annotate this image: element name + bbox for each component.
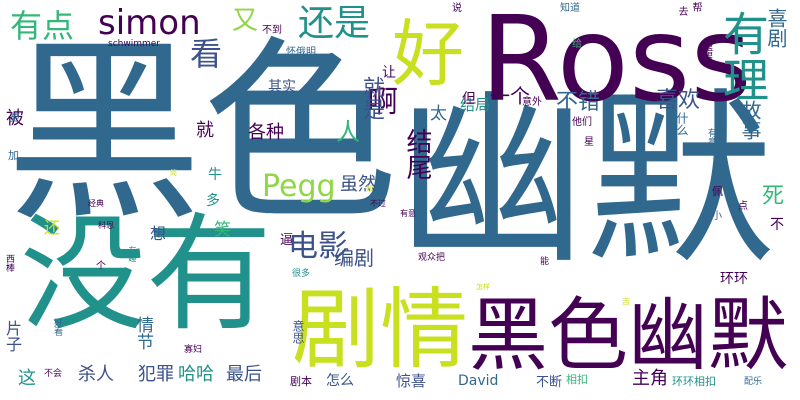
word-shenme: 什么	[675, 112, 689, 136]
word-bucuo: 不错	[556, 90, 601, 115]
word-yige: 一个	[490, 84, 530, 108]
word-heiseyoumo: 黑色幽默	[468, 289, 788, 382]
word-pianzi: 片子	[3, 320, 22, 352]
word-buhui: 不会	[44, 369, 63, 379]
word-buduan: 不断	[536, 375, 563, 390]
word-geng: 更	[10, 113, 20, 124]
word-ross: Ross	[480, 0, 752, 128]
word-gezhong: 各种	[248, 122, 284, 143]
word-fanzui: 犯罪	[138, 364, 174, 385]
word-zhujiao: 主角	[632, 368, 668, 389]
word-niu: 牛	[208, 167, 222, 183]
word-gushi: 故事	[738, 100, 762, 140]
word-huanhuan: 环环	[720, 271, 748, 287]
word-simon: simon	[98, 3, 201, 43]
word-tamen: 他们	[572, 117, 592, 128]
word-dianying: 电影	[288, 229, 348, 264]
word-youdian: 有点	[10, 7, 75, 45]
word-bianju: 编剧	[334, 246, 374, 270]
word-peile: 配乐	[744, 377, 763, 387]
word-zhiyi: 怎样	[476, 283, 490, 291]
word-neng: 能	[538, 256, 548, 265]
word-heise-big: 黑色	[6, 20, 399, 248]
word-xing: 星	[584, 137, 594, 148]
word-henduo: 很多	[292, 269, 311, 279]
word-hao: 好	[392, 12, 465, 96]
word-haishi: 还是	[298, 3, 371, 44]
word-si: 死	[762, 184, 785, 209]
word-xiqi: 西棒	[4, 254, 14, 272]
word-buguo: 不过	[370, 199, 386, 208]
word-bi: 逼	[280, 233, 294, 248]
word-youqu: 有趣	[128, 246, 137, 262]
word-huaihaiming: 怀俄明	[286, 47, 316, 58]
word-bu: 不	[770, 217, 784, 233]
word-ren: 人	[336, 118, 360, 146]
word-jieweil: 结尾	[402, 128, 432, 180]
word-youyi: 有意	[400, 209, 416, 218]
word-xiju: 喜剧	[764, 8, 788, 48]
word-dian: 点	[738, 201, 748, 212]
word-youyisi: 有意思	[706, 128, 716, 155]
word-zhidao: 知道	[560, 3, 580, 14]
word-huan: 还	[44, 218, 61, 237]
word-jiu: 就	[196, 120, 214, 141]
word-schwimmer: schwimmer	[108, 39, 160, 49]
word-duo: 多	[206, 193, 220, 209]
word-youmo-big: 幽默	[398, 72, 774, 291]
word-kan: 看	[190, 35, 223, 73]
word-pei: 佩	[712, 185, 723, 198]
word-jia: 加	[8, 149, 19, 162]
word-yiwai: 意外	[522, 97, 542, 108]
word-haha: 哈哈	[178, 364, 214, 385]
word-rang: 让	[382, 65, 396, 81]
word-juqing: 剧情	[292, 278, 469, 381]
word-qishi: 其实	[268, 79, 296, 95]
word-haoxiao: 好看	[52, 318, 62, 336]
word-juben: 剧本	[290, 375, 312, 388]
word-ge: 个	[96, 261, 106, 272]
word-xihuan: 喜欢	[656, 88, 701, 113]
word-kelun: 科恩	[98, 221, 114, 230]
word-david: David	[458, 373, 499, 389]
word-bei: 被	[6, 108, 24, 129]
word-bangshuo: 棒	[170, 160, 181, 170]
word-jingdian: 经典	[88, 199, 104, 208]
word-a: 啊	[368, 85, 398, 120]
word-pian: 片	[626, 95, 636, 106]
word-jingxi: 惊喜	[396, 372, 427, 390]
word-zhi: 知	[366, 185, 373, 193]
word-xiao: 笑	[214, 220, 231, 240]
word-tai: 太	[430, 104, 447, 124]
word-dan: 但	[462, 91, 476, 107]
word-meiyou: 没有	[20, 201, 272, 348]
word-zuihou: 最后	[226, 364, 262, 385]
word-jiushi: 就是	[359, 76, 384, 120]
word-xiang: 想	[150, 224, 167, 243]
word-zhe: 这	[18, 368, 36, 389]
word-jifu: 寡妇	[184, 345, 203, 355]
word-pegg: Pegg	[262, 169, 336, 204]
word-qu: 去	[676, 6, 687, 16]
word-shasharen: 杀人	[78, 364, 114, 385]
word-youli: 有理	[716, 10, 770, 102]
word-shuo: 说	[452, 3, 462, 14]
word-bang: 帮	[690, 2, 701, 12]
word-zenme: 怎么	[326, 373, 354, 389]
word-huanhuanxiangkou: 环环相扣	[672, 375, 716, 388]
word-qingjie: 情节	[133, 316, 153, 350]
word-yisi: 意思	[291, 320, 305, 344]
word-ji: 吉	[622, 297, 630, 306]
word-geigei: 暗暗暗	[702, 38, 712, 65]
word-tong: 简	[170, 169, 177, 177]
word-jieju: 结局	[460, 96, 491, 114]
word-xiangkou: 相扣	[566, 373, 588, 386]
word-budao: 不到	[262, 25, 282, 36]
word-you: 又	[232, 6, 259, 36]
word-suiran: 虽然	[340, 174, 376, 195]
word-guanzhongba: 观众把	[418, 253, 446, 263]
word-gei: 给	[572, 39, 582, 50]
word-xiao2: 小	[712, 211, 722, 222]
